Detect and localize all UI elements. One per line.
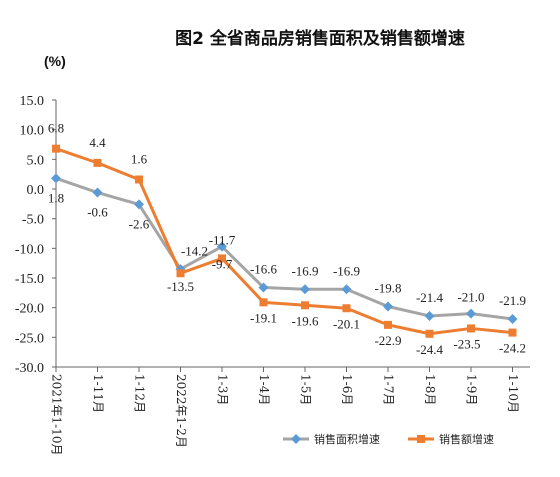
- data-label: -20.1: [333, 316, 360, 331]
- data-point: [92, 187, 103, 198]
- axes: 15.0 10.0 5.0 0.0 -5.0 -10.0 -15.0 -20.0 -25.0 -3…: [15, 94, 530, 456]
- data-label: -2.6: [129, 216, 150, 231]
- series-line-1: [55, 147, 513, 336]
- data-label: 1.8: [48, 190, 64, 205]
- legend-label: 销售额增速: [439, 432, 494, 446]
- data-point: [134, 199, 144, 210]
- data-label: -24.2: [499, 341, 526, 356]
- y-tick-label: -25.0: [15, 331, 44, 346]
- legend-marker: [417, 435, 425, 443]
- data-point: [507, 313, 518, 324]
- data-label: -21.9: [499, 293, 526, 308]
- data-point: [258, 282, 269, 293]
- y-tick-label: -20.0: [15, 302, 44, 317]
- data-label: -21.4: [416, 290, 444, 305]
- series-line-0: [55, 176, 513, 321]
- data-label: -16.9: [333, 263, 360, 278]
- data-point: [341, 284, 352, 295]
- data-point: [217, 241, 227, 252]
- data-label: -16.9: [291, 263, 318, 278]
- y-tick-label: 10.0: [20, 124, 45, 139]
- data-point: [176, 269, 185, 278]
- data-point: [259, 298, 268, 307]
- chart-title: 图2 全省商品房销售面积及销售额增速: [175, 28, 465, 49]
- data-label: -13.5: [167, 279, 194, 294]
- y-axis-unit: (%): [44, 53, 66, 69]
- data-point: [52, 144, 60, 153]
- data-labels: 1.8 -0.6 -2.6 -13.5 -9.7 -16.6 -16.9 -16.9 -19.8…: [48, 121, 526, 357]
- x-tick-label: 1-4月: [257, 374, 271, 405]
- y-tick-label: -5.0: [22, 213, 44, 228]
- data-label: 1.6: [131, 152, 148, 167]
- data-label: -19.8: [374, 280, 401, 295]
- data-label: -19.6: [291, 313, 319, 328]
- data-point: [218, 254, 226, 263]
- data-point: [300, 284, 310, 295]
- data-label: -23.5: [453, 336, 480, 351]
- data-point: [425, 329, 434, 338]
- y-tick-label: -30.0: [15, 361, 44, 376]
- x-tick-label: 2022年1-2月: [174, 374, 188, 448]
- x-tick-label: 1-11月: [91, 374, 105, 413]
- data-label: -0.6: [87, 205, 108, 220]
- series-markers: [51, 144, 518, 338]
- data-label: -19.1: [250, 310, 277, 325]
- data-point: [51, 173, 61, 184]
- data-label: -21.0: [457, 290, 484, 305]
- y-tick-label: 0.0: [27, 183, 45, 198]
- data-label: -24.4: [416, 342, 444, 357]
- x-tick-label: 1-8月: [423, 374, 437, 405]
- data-label: 6.8: [48, 121, 64, 136]
- data-point: [424, 310, 435, 321]
- y-tick-label: 15.0: [20, 94, 45, 109]
- x-tick-label: 1-10月: [506, 374, 520, 413]
- data-point: [93, 158, 102, 167]
- data-label: -9.7: [212, 257, 233, 272]
- y-tick-label: -15.0: [15, 272, 44, 287]
- x-tick-label: 1-6月: [340, 374, 354, 405]
- y-tick-label: -10.0: [15, 242, 44, 257]
- x-tick-label: 1-7月: [382, 374, 396, 405]
- legend: 销售面积增速 销售额增速: [283, 432, 494, 446]
- data-label: -22.9: [374, 333, 401, 348]
- data-label: -16.6: [250, 261, 278, 276]
- data-point: [301, 301, 309, 310]
- data-point: [383, 301, 393, 312]
- series-lines: [55, 147, 513, 336]
- data-point: [135, 175, 143, 184]
- data-label: -11.7: [209, 232, 236, 247]
- data-point: [467, 324, 475, 333]
- x-tick-label: 1-9月: [465, 374, 479, 405]
- data-point: [342, 304, 351, 313]
- x-tick-label: 2021年1-10月: [50, 374, 64, 456]
- legend-label: 销售面积增速: [314, 432, 380, 446]
- legend-marker: [291, 434, 301, 444]
- data-point: [466, 308, 476, 319]
- data-point: [384, 320, 392, 329]
- data-label: 4.4: [89, 135, 106, 150]
- x-tick-label: 1-12月: [133, 374, 147, 413]
- x-tick-label: 1-5月: [299, 374, 313, 405]
- data-label: -14.2: [181, 243, 208, 258]
- x-tick-label: 1-3月: [216, 374, 230, 405]
- data-point: [508, 328, 517, 337]
- y-tick-label: 5.0: [27, 153, 45, 168]
